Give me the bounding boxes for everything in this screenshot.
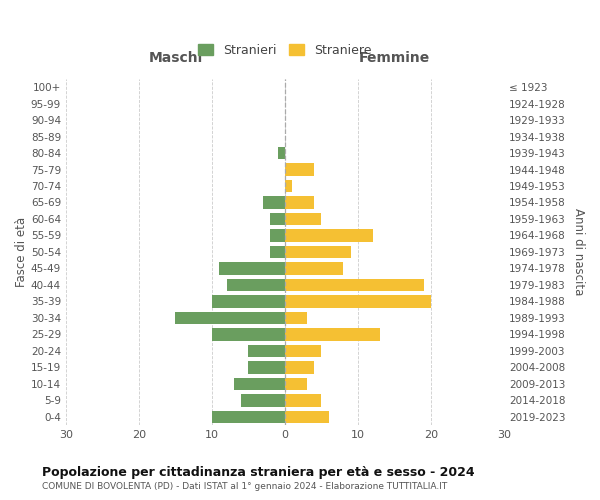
Bar — [285, 394, 322, 406]
Bar — [285, 164, 314, 175]
Bar — [248, 344, 285, 357]
Bar — [285, 262, 343, 274]
Bar — [271, 246, 285, 258]
Bar — [285, 279, 424, 291]
Text: COMUNE DI BOVOLENTA (PD) - Dati ISTAT al 1° gennaio 2024 - Elaborazione TUTTITAL: COMUNE DI BOVOLENTA (PD) - Dati ISTAT al… — [42, 482, 447, 491]
Bar — [285, 312, 307, 324]
Bar — [175, 312, 285, 324]
Text: Femmine: Femmine — [359, 51, 430, 65]
Y-axis label: Fasce di età: Fasce di età — [15, 217, 28, 287]
Bar — [285, 246, 350, 258]
Bar — [227, 279, 285, 291]
Text: Popolazione per cittadinanza straniera per età e sesso - 2024: Popolazione per cittadinanza straniera p… — [42, 466, 475, 479]
Bar — [285, 213, 322, 225]
Bar — [285, 410, 329, 423]
Legend: Stranieri, Straniere: Stranieri, Straniere — [194, 40, 376, 60]
Bar — [212, 328, 285, 340]
Bar — [285, 328, 380, 340]
Bar — [219, 262, 285, 274]
Bar — [212, 296, 285, 308]
Bar — [285, 344, 322, 357]
Bar — [263, 196, 285, 208]
Bar — [285, 180, 292, 192]
Bar — [271, 213, 285, 225]
Bar — [285, 378, 307, 390]
Text: Maschi: Maschi — [148, 51, 203, 65]
Bar — [234, 378, 285, 390]
Bar — [285, 296, 431, 308]
Bar — [271, 230, 285, 241]
Bar — [241, 394, 285, 406]
Y-axis label: Anni di nascita: Anni di nascita — [572, 208, 585, 296]
Bar — [285, 196, 314, 208]
Bar — [285, 230, 373, 241]
Bar — [248, 361, 285, 374]
Bar — [212, 410, 285, 423]
Bar — [278, 147, 285, 159]
Bar — [285, 361, 314, 374]
